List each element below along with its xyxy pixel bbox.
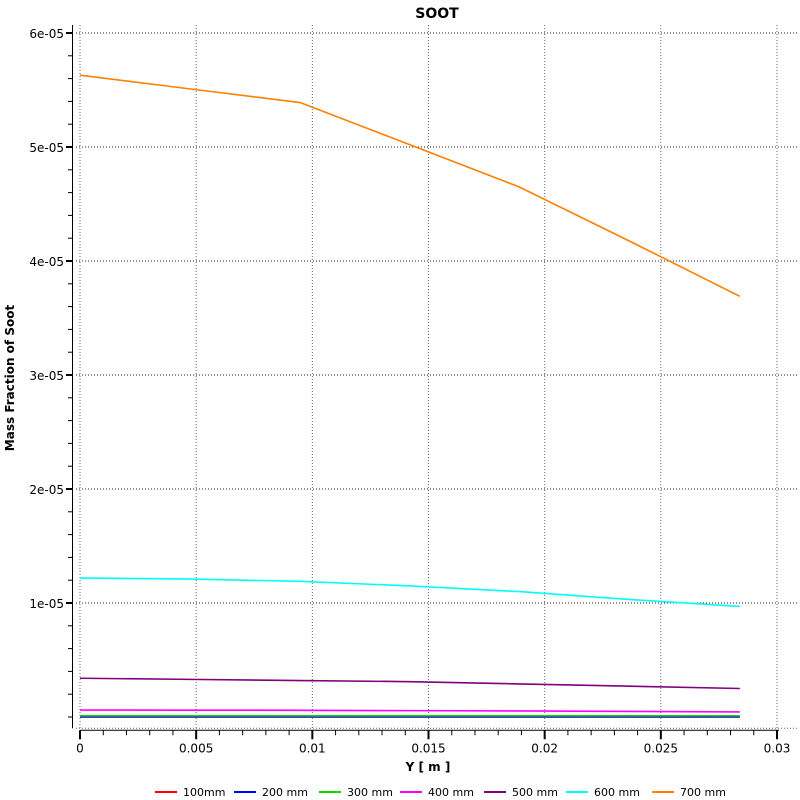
- series-line-400mm: [79, 709, 740, 713]
- legend: 100mm 200 mm 300 mm 400 mm 500 mm 600 mm 700 m…: [155, 786, 726, 799]
- x-tick-label: 0.02: [531, 741, 558, 755]
- x-tick-label: 0.005: [179, 741, 213, 755]
- x-tick-label: 0.015: [411, 741, 445, 755]
- series-lines: [79, 74, 741, 718]
- legend-label: 500 mm: [512, 786, 558, 799]
- grid: [76, 25, 797, 729]
- legend-label: 100mm: [183, 786, 225, 799]
- x-tick-label: 0.01: [299, 741, 326, 755]
- legend-label: 200 mm: [262, 786, 308, 799]
- series-line-500mm: [79, 677, 740, 690]
- y-tick-label: 1e-05: [29, 597, 64, 611]
- y-tick-label: 2e-05: [29, 483, 64, 497]
- x-tick-label: 0.03: [764, 741, 791, 755]
- y-axis-label: Mass Fraction of Soot: [3, 305, 17, 452]
- x-tick-label: 0: [76, 741, 84, 755]
- legend-label: 600 mm: [594, 786, 640, 799]
- legend-label: 400 mm: [428, 786, 474, 799]
- legend-label: 700 mm: [680, 786, 726, 799]
- x-tick-label: 0.025: [644, 741, 678, 755]
- series-line-600mm: [79, 577, 740, 608]
- x-axis-label: Y [ m ]: [405, 760, 451, 774]
- series-line-700mm: [79, 74, 741, 298]
- legend-label: 300 mm: [347, 786, 393, 799]
- chart-title: SOOT: [415, 6, 459, 22]
- y-tick-label: 5e-05: [29, 141, 64, 155]
- y-tick-label: 6e-05: [29, 27, 64, 41]
- axes: 0 0.005 0.01 0.015 0.02 0.025 0.03 1e-05 2e-05 3e…: [29, 25, 790, 755]
- y-tick-label: 3e-05: [29, 369, 64, 383]
- y-tick-label: 4e-05: [29, 255, 64, 269]
